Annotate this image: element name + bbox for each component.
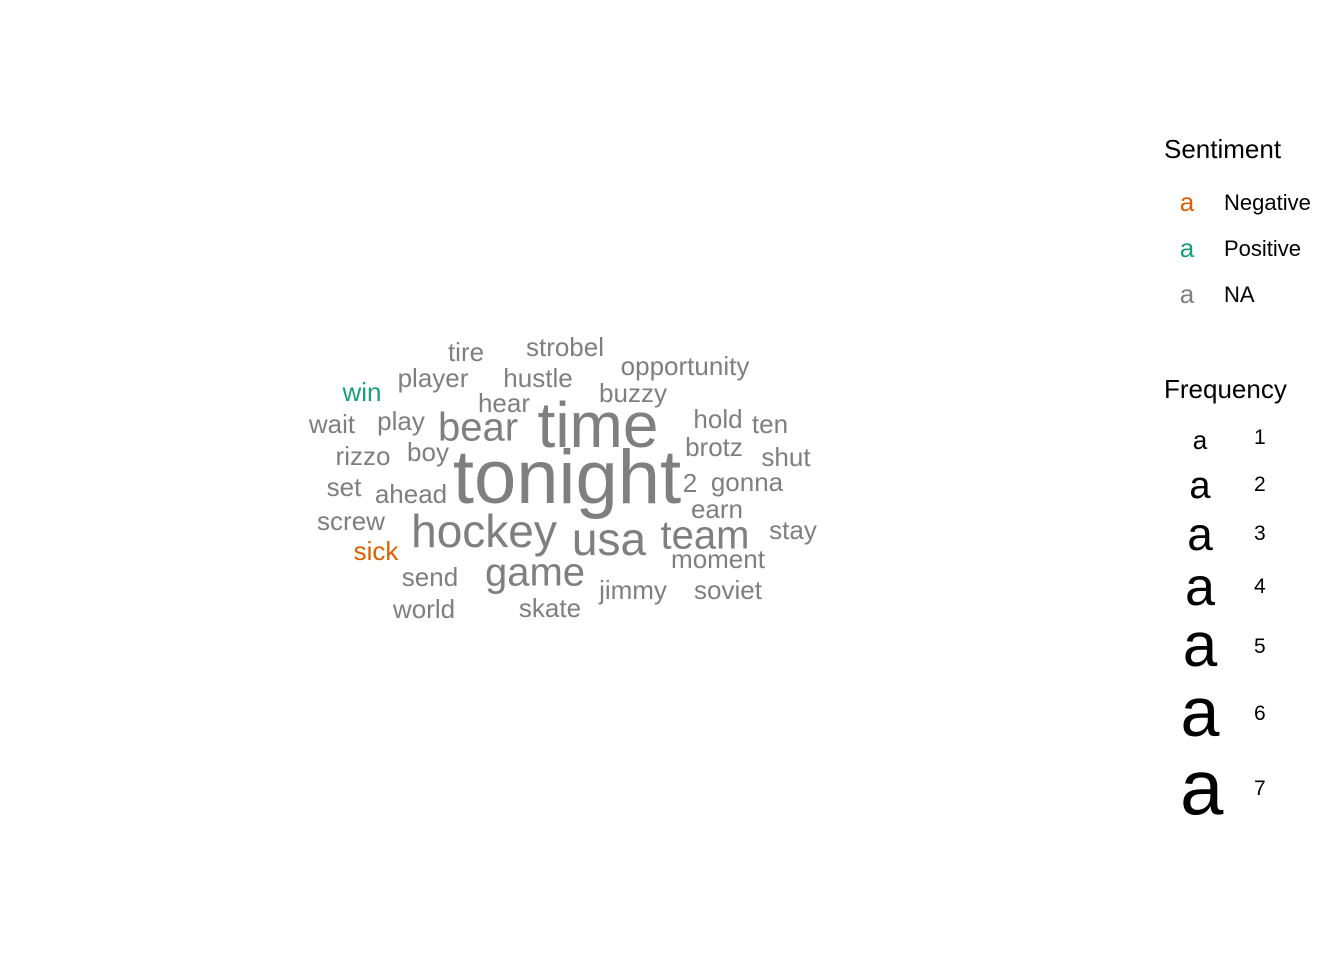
cloud-word-rizzo: rizzo: [336, 441, 391, 471]
frequency-label-5: 5: [1254, 635, 1266, 658]
cloud-word-world: world: [392, 594, 455, 624]
cloud-word-sick: sick: [354, 536, 400, 566]
frequency-key-3: a: [1187, 508, 1213, 561]
frequency-label-1: 1: [1254, 426, 1266, 449]
cloud-word-hold: hold: [693, 404, 742, 434]
cloud-word-buzzy: buzzy: [599, 378, 667, 408]
cloud-word-shut: shut: [761, 442, 811, 472]
cloud-word-opportunity: opportunity: [621, 351, 750, 381]
sentiment-label-positive: Positive: [1224, 236, 1302, 261]
cloud-word-wait: wait: [308, 409, 356, 439]
sentiment-key-na: a: [1179, 279, 1195, 309]
cloud-word-play: play: [377, 406, 425, 436]
sentiment-key-negative: a: [1179, 187, 1195, 217]
cloud-word-boy: boy: [407, 437, 449, 467]
cloud-word-bear: bear: [438, 406, 518, 450]
frequency-key-2: a: [1189, 464, 1211, 507]
cloud-word-usa: usa: [572, 513, 647, 565]
cloud-word-jimmy: jimmy: [598, 575, 667, 605]
cloud-word-soviet: soviet: [694, 575, 763, 605]
frequency-label-6: 6: [1254, 702, 1266, 725]
sentiment-label-negative: Negative: [1224, 190, 1311, 215]
cloud-word-brotz: brotz: [685, 432, 743, 462]
cloud-word-ahead: ahead: [375, 479, 447, 509]
cloud-word-team: team: [661, 514, 750, 558]
cloud-word-tire: tire: [448, 337, 484, 367]
frequency-key-4: a: [1184, 556, 1216, 617]
cloud-word-moment: moment: [671, 544, 766, 574]
cloud-word-hockey: hockey: [411, 505, 557, 557]
cloud-word-player: player: [398, 363, 469, 393]
cloud-word-time: time: [538, 389, 659, 461]
frequency-label-3: 3: [1254, 522, 1266, 545]
cloud-word-tonight: tonight: [453, 435, 681, 520]
sentiment-label-na: NA: [1224, 282, 1255, 307]
cloud-word-ten: ten: [752, 409, 788, 439]
cloud-word-2: 2: [683, 468, 697, 498]
frequency-label-2: 2: [1254, 473, 1266, 496]
cloud-word-win: win: [341, 377, 381, 407]
frequency-key-6: a: [1180, 673, 1220, 752]
cloud-word-game: game: [485, 551, 585, 595]
cloud-word-hustle: hustle: [503, 363, 572, 393]
cloud-word-gonna: gonna: [711, 467, 784, 497]
frequency-key-7: a: [1180, 742, 1224, 831]
cloud-word-earn: earn: [691, 494, 743, 524]
cloud-word-skate: skate: [519, 593, 581, 623]
frequency-key-1: a: [1192, 424, 1208, 455]
frequency-label-7: 7: [1254, 777, 1266, 800]
cloud-word-screw: screw: [317, 506, 385, 536]
sentiment-legend-title: Sentiment: [1164, 134, 1282, 164]
cloud-word-stay: stay: [769, 515, 817, 545]
cloud-word-set: set: [327, 472, 362, 502]
frequency-legend-title: Frequency: [1164, 374, 1287, 404]
frequency-label-4: 4: [1254, 575, 1266, 598]
cloud-word-send: send: [402, 562, 458, 592]
frequency-key-5: a: [1182, 611, 1218, 681]
cloud-word-hear: hear: [478, 388, 530, 418]
cloud-word-strobel: strobel: [526, 332, 604, 362]
sentiment-key-positive: a: [1179, 233, 1195, 263]
